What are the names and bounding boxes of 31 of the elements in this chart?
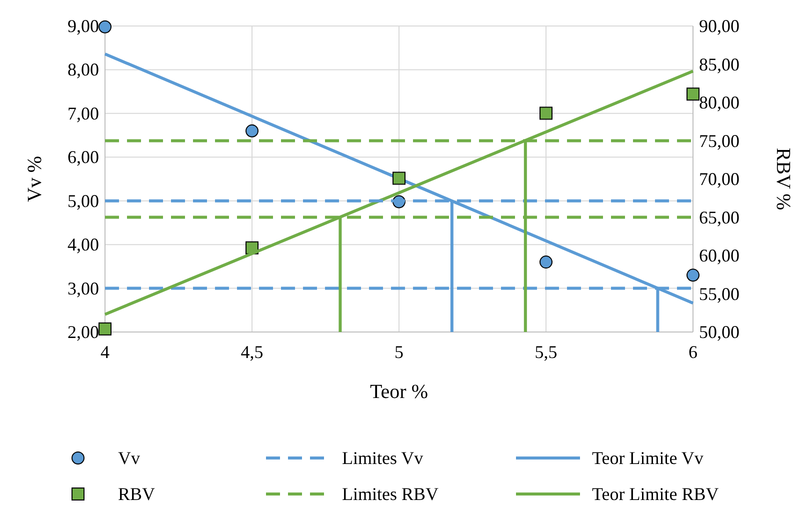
y-tick-label: 8,00 [68,60,99,80]
y-axis-title: Vv % [24,156,46,202]
y-tick-label: 7,00 [68,103,99,124]
y-tick-label: 2,00 [68,322,99,342]
y2-tick-label: 80,00 [699,92,740,112]
y2-tick-label: 65,00 [699,207,740,228]
legend-label: Limites RBV [342,484,439,504]
x-axis-title: Teor % [370,381,428,403]
legend-label: Teor Limite Vv [592,448,704,468]
y2-tick-label: 50,00 [699,322,740,342]
y2-axis-title: RBV % [772,148,794,210]
y-tick-label: 3,00 [68,278,99,298]
x-tick-label: 4 [100,342,110,362]
x-tick-label: 4,5 [240,342,264,362]
x-tick-label: 5,5 [534,342,558,362]
x-tick-label: 6 [688,342,698,362]
y2-tick-label: 75,00 [699,130,740,151]
y-tick-label: 6,00 [68,147,99,168]
y2-tick-label: 70,00 [699,169,740,189]
y2-tick-label: 85,00 [699,54,740,74]
y2-tick-label: 90,00 [699,16,740,36]
legend-label: RBV [118,484,156,504]
legend-label: Vv [118,448,140,468]
y-tick-label: 4,00 [68,234,99,255]
legend-label: Limites Vv [342,448,424,468]
x-tick-label: 5 [394,342,404,362]
y-tick-label: 9,00 [68,16,99,36]
y2-tick-label: 55,00 [699,284,740,304]
legend-label: Teor Limite RBV [592,484,719,504]
y-tick-label: 5,00 [68,190,99,211]
y2-tick-label: 60,00 [699,246,740,266]
